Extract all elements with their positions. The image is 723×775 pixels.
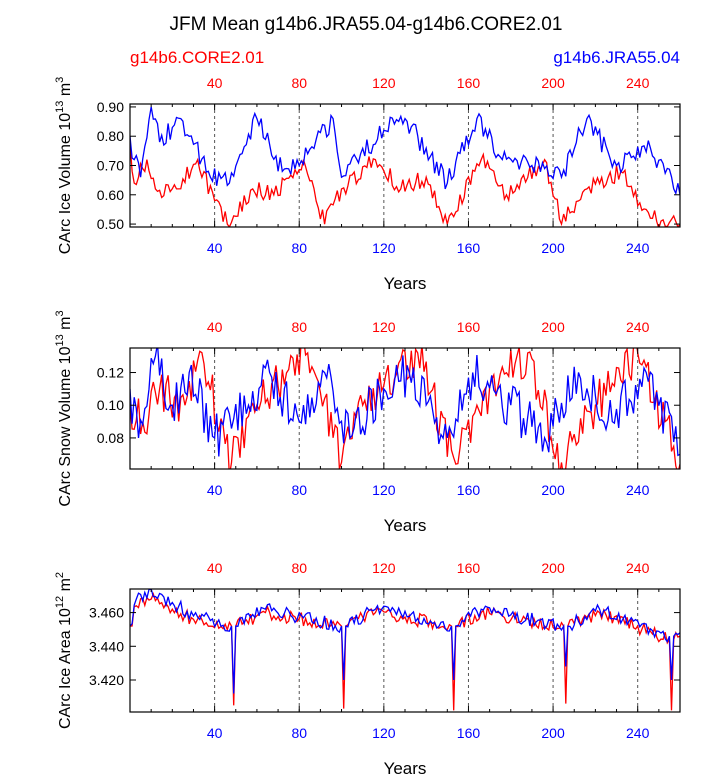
x-tick-label-top: 40	[207, 319, 223, 335]
y-tick-label: 0.60	[97, 187, 124, 203]
y-axis-title: CArc Snow Volume 1013 m3	[54, 310, 74, 506]
x-tick-label-bottom: 80	[291, 482, 307, 498]
series-line-jra55	[130, 589, 680, 694]
x-tick-label-bottom: 240	[626, 725, 650, 741]
x-tick-label-top: 200	[541, 319, 565, 335]
x-tick-label-bottom: 200	[541, 725, 565, 741]
x-axis-title: Years	[384, 759, 427, 775]
x-tick-label-bottom: 40	[207, 482, 223, 498]
x-tick-label-bottom: 80	[291, 240, 307, 256]
y-tick-label: 0.70	[97, 158, 124, 174]
x-tick-label-top: 240	[626, 319, 650, 335]
x-tick-label-bottom: 240	[626, 240, 650, 256]
x-tick-label-bottom: 160	[457, 240, 481, 256]
x-tick-label-bottom: 200	[541, 482, 565, 498]
series-line-core2	[130, 348, 680, 469]
y-tick-label: 0.12	[97, 365, 124, 381]
y-axis-title: CArc Ice Volume 1013 m3	[54, 77, 74, 255]
legend-jra55: g14b6.JRA55.04	[553, 48, 680, 67]
x-tick-label-bottom: 40	[207, 240, 223, 256]
x-tick-label-bottom: 160	[457, 482, 481, 498]
y-tick-label: 3.420	[89, 672, 124, 688]
x-tick-label-bottom: 160	[457, 725, 481, 741]
x-tick-label-top: 120	[372, 75, 396, 91]
series-line-core2	[130, 142, 680, 227]
x-tick-label-top: 120	[372, 319, 396, 335]
x-tick-label-bottom: 80	[291, 725, 307, 741]
legend-core2: g14b6.CORE2.01	[130, 48, 264, 67]
y-tick-label: 0.90	[97, 99, 124, 115]
x-axis-title: Years	[384, 274, 427, 293]
y-tick-label: 3.460	[89, 605, 124, 621]
chart-title: JFM Mean g14b6.JRA55.04-g14b6.CORE2.01	[170, 14, 563, 35]
y-tick-label: 0.50	[97, 216, 124, 232]
x-tick-label-top: 160	[457, 560, 481, 576]
x-tick-label-bottom: 40	[207, 725, 223, 741]
panel-ice-area: 40 40 80 80 120 120 160 160 200 200 240 240 3.420 3.4…	[54, 560, 681, 775]
y-tick-label: 0.10	[97, 397, 124, 413]
x-tick-label-top: 40	[207, 560, 223, 576]
x-tick-label-top: 120	[372, 560, 396, 576]
x-tick-label-top: 40	[207, 75, 223, 91]
x-tick-label-bottom: 120	[372, 482, 396, 498]
y-tick-label: 0.80	[97, 128, 124, 144]
x-tick-label-top: 240	[626, 75, 650, 91]
x-axis-title: Years	[384, 516, 427, 535]
x-tick-label-top: 240	[626, 560, 650, 576]
x-tick-label-top: 80	[291, 75, 307, 91]
x-tick-label-top: 200	[541, 560, 565, 576]
y-tick-label: 0.08	[97, 430, 124, 446]
plot-frame	[129, 103, 681, 228]
x-tick-label-bottom: 240	[626, 482, 650, 498]
y-tick-label: 3.440	[89, 638, 124, 654]
x-tick-label-top: 160	[457, 75, 481, 91]
x-tick-label-bottom: 120	[372, 725, 396, 741]
x-tick-label-top: 80	[291, 319, 307, 335]
series-line-jra55	[130, 348, 680, 457]
panel-ice-volume: 40 40 80 80 120 120 160 160 200 200 240 240 0.50 0.60…	[54, 75, 681, 293]
y-axis-title: CArc Ice Area 1012 m2	[54, 572, 74, 729]
x-tick-label-bottom: 200	[541, 240, 565, 256]
x-tick-label-top: 80	[291, 560, 307, 576]
x-tick-label-bottom: 120	[372, 240, 396, 256]
panel-snow-volume: 40 40 80 80 120 120 160 160 200 200 240 240 0.08 0.10…	[54, 310, 681, 535]
series-line-jra55	[130, 106, 680, 196]
x-tick-label-top: 160	[457, 319, 481, 335]
x-tick-label-top: 200	[541, 75, 565, 91]
plot-frame	[129, 588, 681, 713]
